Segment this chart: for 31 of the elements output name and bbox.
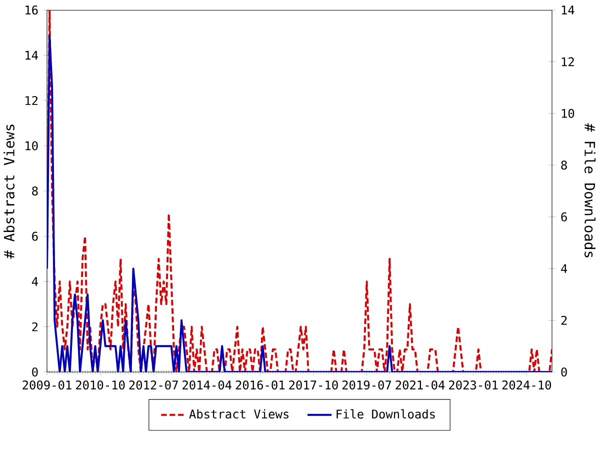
y2-tick-label: 10 (562, 108, 574, 118)
x-tick-label: 2023-01 (449, 380, 498, 390)
y-tick-label: 10 (26, 141, 38, 150)
x-tick-label: 2010-10 (76, 380, 125, 390)
y2-tick-label: 6 (561, 212, 567, 222)
y-tick-label: 8 (32, 186, 38, 196)
y2-tick-label: 4 (561, 264, 568, 273)
x-tick-label: 2009-01 (22, 380, 72, 390)
y2-axis-title: # File Downloads (584, 123, 596, 258)
y-tick-label: 14 (26, 50, 38, 60)
x-tick-label: 2019-07 (342, 380, 392, 390)
x-tick-label: 2021-04 (396, 380, 445, 390)
y2-tick-label: 14 (562, 6, 574, 14)
x-tick-label: 2016-01 (236, 380, 285, 390)
y-axis-title: # Abstract Views (4, 124, 14, 259)
x-tick-label: 2017-10 (289, 380, 338, 390)
legend-label: Abstract Views (189, 409, 288, 419)
y-tick-label: 0 (32, 367, 38, 377)
y-tick-label: 12 (26, 96, 38, 105)
y2-tick-label: 12 (562, 57, 574, 66)
y-tick-label: 4 (32, 277, 38, 286)
x-tick-label: 2014-04 (182, 380, 232, 390)
x-tick-label: 2024-10 (502, 380, 552, 390)
legend-label: File Downloads (336, 409, 435, 419)
x-tick-label: 2012-07 (129, 380, 178, 390)
y-tick-label: 6 (32, 232, 38, 241)
y2-tick-label: 8 (561, 160, 567, 170)
y2-tick-label: 2 (561, 316, 567, 325)
y-tick-label: 16 (26, 5, 38, 15)
y2-tick-label: 0 (561, 367, 567, 377)
y-tick-label: 2 (32, 322, 38, 332)
